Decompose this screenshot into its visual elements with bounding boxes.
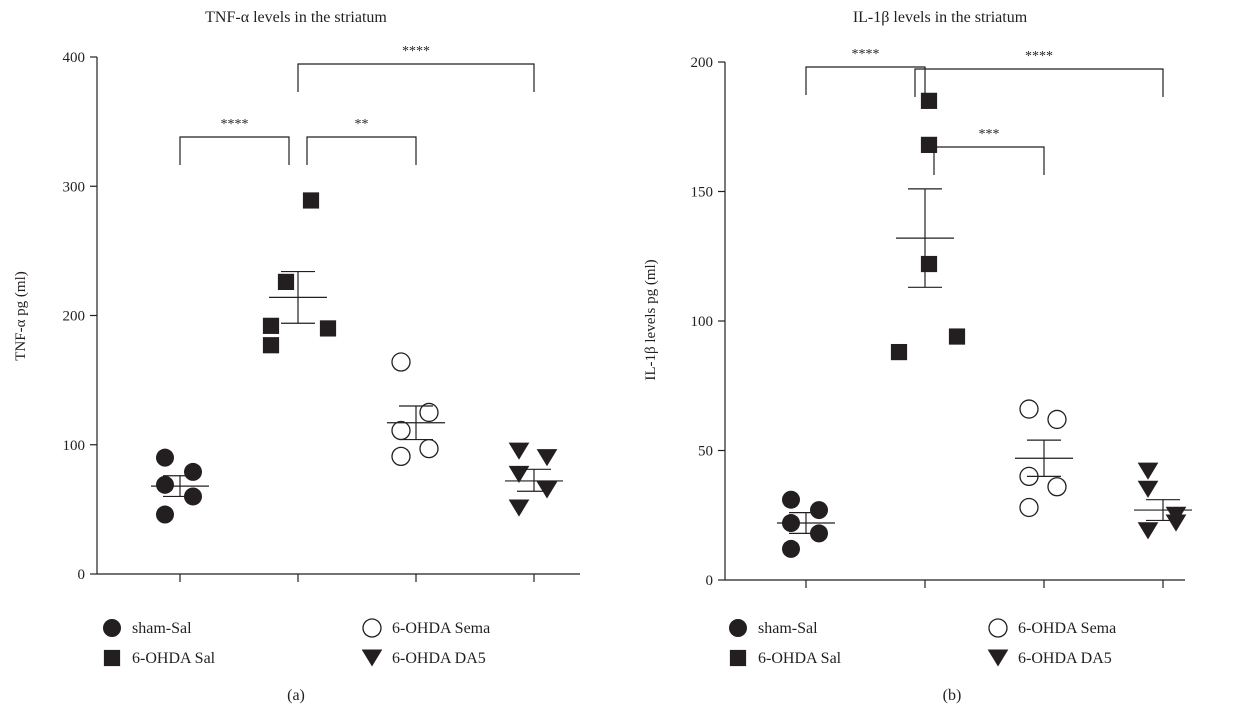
- significance-label: ****: [402, 44, 430, 59]
- data-point: [262, 317, 280, 334]
- significance-label: ****: [852, 47, 880, 62]
- data-point: [1047, 409, 1067, 430]
- significance-label: **: [355, 117, 369, 132]
- legend-label: 6-OHDA Sema: [392, 620, 490, 637]
- data-point: [508, 442, 530, 460]
- y-tick-label: 200: [691, 55, 714, 71]
- data-point: [1047, 477, 1067, 497]
- legend-marker: [103, 619, 121, 637]
- data-point: [319, 320, 337, 337]
- data-point: [262, 337, 280, 354]
- significance-bracket: [306, 136, 417, 165]
- panel-label-b: (b): [943, 687, 962, 704]
- chart-title-a: TNF-α levels in the striatum: [205, 9, 387, 26]
- data-point: [782, 490, 800, 509]
- significance-bracket: [179, 136, 290, 165]
- data-point: [920, 136, 938, 153]
- data-point: [156, 475, 174, 494]
- data-point: [156, 505, 174, 524]
- y-tick-label: 400: [63, 50, 86, 66]
- data-point: [302, 192, 320, 209]
- legend-label: 6-OHDA Sema: [1018, 620, 1116, 637]
- panel-label-a: (a): [287, 687, 305, 704]
- y-tick-label: 50: [698, 444, 713, 460]
- legend-marker: [729, 619, 747, 637]
- data-point: [156, 448, 174, 467]
- y-tick-label: 0: [78, 567, 86, 583]
- y-tick-label: 200: [63, 309, 86, 325]
- legend-label: 6-OHDA DA5: [1018, 650, 1112, 667]
- legend-label: 6-OHDA Sal: [758, 650, 842, 667]
- data-point: [536, 481, 558, 499]
- y-tick-label: 0: [706, 573, 714, 589]
- y-tick-label: 300: [63, 179, 86, 195]
- legend-marker: [987, 649, 1009, 667]
- data-point: [277, 273, 295, 290]
- data-point: [536, 449, 558, 467]
- data-point: [782, 539, 800, 558]
- y-axis-label-b: IL-1β levels pg (ml): [643, 259, 659, 380]
- data-point: [948, 328, 966, 345]
- y-tick-label: 100: [691, 314, 714, 330]
- data-point: [920, 92, 938, 109]
- data-point: [1165, 514, 1187, 532]
- legend-marker: [988, 618, 1008, 638]
- significance-bracket: [297, 63, 535, 92]
- panel-a: TNF-α levels in the striatum TNF-α pg (m…: [13, 9, 580, 704]
- data-point: [419, 438, 439, 459]
- legend-marker: [361, 649, 383, 667]
- y-axis-label-a: TNF-α pg (ml): [13, 271, 29, 361]
- y-tick-label: 100: [63, 438, 86, 454]
- data-point: [1019, 497, 1039, 518]
- legend-marker: [729, 649, 747, 667]
- data-point: [508, 499, 530, 517]
- significance-bracket: [914, 68, 1164, 97]
- data-point: [1137, 462, 1159, 480]
- legend-label: sham-Sal: [758, 620, 818, 637]
- significance-label: ***: [979, 127, 1000, 142]
- significance-label: ****: [1025, 49, 1053, 64]
- legend-marker: [362, 618, 382, 638]
- y-tick-label: 150: [691, 185, 714, 201]
- data-point: [391, 420, 411, 441]
- legend-label: 6-OHDA DA5: [392, 650, 486, 667]
- data-point: [391, 352, 411, 372]
- chart-title-b: IL-1β levels in the striatum: [853, 9, 1028, 26]
- data-point: [184, 462, 202, 481]
- panel-b: IL-1β levels in the striatum IL-1β level…: [643, 9, 1192, 704]
- data-point: [920, 255, 938, 273]
- data-point: [419, 402, 439, 423]
- significance-label: ****: [221, 117, 249, 132]
- data-point: [508, 465, 530, 484]
- data-point: [890, 343, 908, 361]
- significance-bracket: [933, 146, 1045, 175]
- data-point: [1137, 522, 1159, 540]
- legend-label: 6-OHDA Sal: [132, 650, 216, 667]
- data-point: [391, 446, 411, 467]
- data-point: [1137, 480, 1159, 498]
- data-point: [1019, 399, 1039, 419]
- significance-bracket: [805, 66, 926, 95]
- legend-marker: [103, 649, 121, 667]
- data-point: [810, 501, 828, 520]
- legend-label: sham-Sal: [132, 620, 192, 637]
